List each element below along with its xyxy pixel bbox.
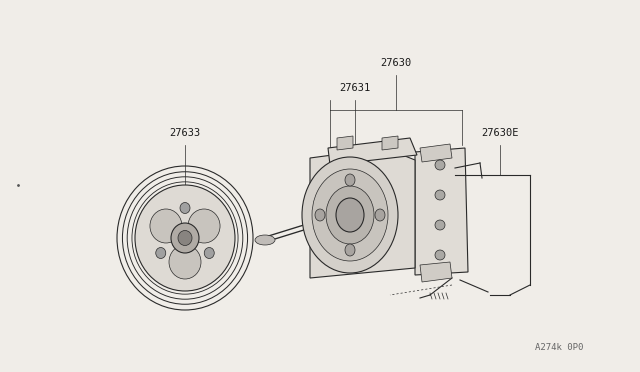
Ellipse shape <box>178 231 192 246</box>
Ellipse shape <box>375 209 385 221</box>
Polygon shape <box>415 148 468 275</box>
Ellipse shape <box>312 169 388 261</box>
Ellipse shape <box>315 209 325 221</box>
Ellipse shape <box>169 245 201 279</box>
Text: 27631: 27631 <box>339 83 371 93</box>
Ellipse shape <box>336 198 364 232</box>
Ellipse shape <box>156 247 166 259</box>
Polygon shape <box>420 262 452 282</box>
Ellipse shape <box>204 247 214 259</box>
Ellipse shape <box>180 202 190 214</box>
Polygon shape <box>382 136 398 150</box>
Ellipse shape <box>188 209 220 243</box>
Ellipse shape <box>435 190 445 200</box>
Ellipse shape <box>345 244 355 256</box>
Text: 27630: 27630 <box>380 58 412 68</box>
Text: 27633: 27633 <box>170 128 200 138</box>
Ellipse shape <box>171 223 199 253</box>
Ellipse shape <box>302 157 398 273</box>
Ellipse shape <box>435 250 445 260</box>
Text: A274k 0P0: A274k 0P0 <box>535 343 584 352</box>
Polygon shape <box>310 148 415 278</box>
Ellipse shape <box>135 185 235 291</box>
Ellipse shape <box>435 220 445 230</box>
Ellipse shape <box>345 174 355 186</box>
Text: 27630E: 27630E <box>481 128 519 138</box>
Polygon shape <box>420 144 452 162</box>
Ellipse shape <box>150 209 182 243</box>
Ellipse shape <box>326 186 374 244</box>
Polygon shape <box>337 136 353 150</box>
Polygon shape <box>328 138 417 165</box>
Ellipse shape <box>435 160 445 170</box>
Ellipse shape <box>255 235 275 245</box>
